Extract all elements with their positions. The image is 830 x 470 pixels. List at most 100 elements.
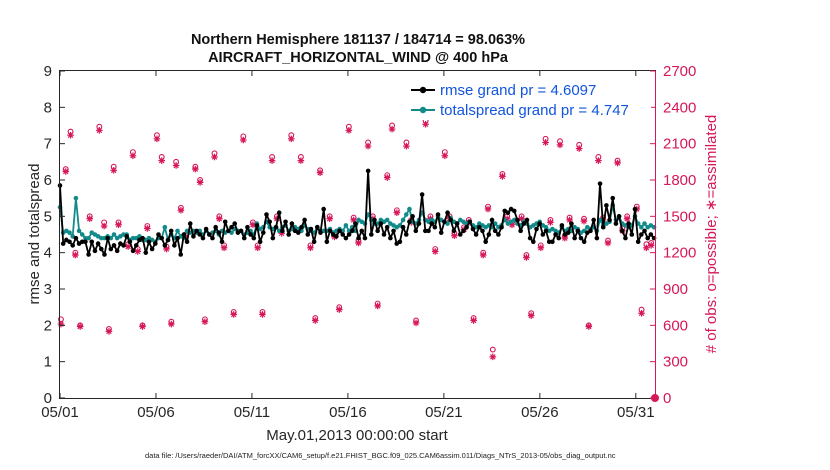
rmse-point: [546, 239, 552, 245]
rmse-point: [264, 212, 269, 217]
legend-box: [409, 76, 651, 120]
rmse-point: [467, 219, 473, 225]
rmse-point: [340, 232, 346, 237]
obs-assimilated-marker: [134, 248, 142, 255]
rmse-point: [397, 239, 403, 245]
rmse-point: [413, 228, 419, 234]
obs-assimilated-marker: [144, 225, 151, 232]
obs-possible-marker: [489, 346, 496, 353]
obs-assimilated-marker: [316, 169, 324, 177]
obs-assimilated-marker: [489, 353, 497, 361]
obs-assimilated-marker: [100, 222, 108, 230]
rmse-point: [356, 235, 361, 241]
spread-point: [642, 221, 647, 226]
y-tick-label: 0: [44, 390, 52, 407]
obs-assimilated-marker: [62, 168, 70, 175]
data-file-footer: data file: /Users/raeder/DAI/ATM_forcXX/…: [145, 451, 616, 460]
obs-assimilated-marker: [542, 139, 549, 146]
rmse-point: [156, 232, 161, 237]
rmse-point: [98, 246, 104, 252]
obs-assimilated-marker: [537, 244, 545, 252]
rmse-point: [461, 228, 466, 234]
y-tick-right-label: 300: [663, 354, 688, 371]
rmse-point: [108, 246, 114, 252]
rmse-point: [315, 224, 320, 230]
rmse-point: [226, 228, 231, 234]
rmse-point: [213, 224, 218, 230]
rmse-point: [419, 192, 425, 197]
obs-assimilated-marker: [604, 239, 612, 247]
rmse-point: [581, 239, 587, 245]
rmse-point: [594, 235, 600, 241]
obs-assimilated-marker: [355, 239, 362, 247]
rmse-point: [400, 224, 406, 230]
obs-assimilated-marker: [326, 215, 333, 223]
rmse-point: [83, 239, 88, 245]
spread-point: [83, 235, 88, 241]
obs-assimilated-marker: [307, 244, 314, 252]
rmse-point: [308, 226, 314, 232]
y-tick-label: 4: [44, 245, 52, 262]
spread-point: [276, 228, 282, 234]
obs-assimilated-marker: [364, 142, 372, 150]
rmse-point: [556, 235, 562, 241]
obs-assimilated-marker: [393, 209, 401, 216]
rmse-point: [178, 252, 184, 257]
y-tick-right-label: 2400: [663, 99, 696, 116]
rmse-point: [429, 221, 434, 226]
rmse-point: [531, 239, 536, 245]
y-axis-label-right: # of obs: o=possible; ∗=assimilated: [703, 115, 720, 354]
rmse-point: [416, 221, 422, 226]
rmse-point: [321, 206, 326, 212]
rmse-point: [283, 219, 288, 225]
rmse-point: [518, 228, 523, 234]
obs-assimilated-marker: [216, 215, 223, 223]
obs-assimilated-marker: [441, 152, 449, 160]
rmse-point: [597, 181, 603, 186]
obs-assimilated-marker: [129, 152, 137, 160]
rmse-point: [384, 224, 390, 230]
obs-assimilated-marker: [431, 248, 439, 255]
rmse-point: [162, 243, 168, 248]
rmse-point: [124, 234, 130, 239]
rmse-point: [254, 223, 260, 228]
rmse-point: [619, 228, 625, 234]
legend: rmse grand pr = 4.6097 totalspread grand…: [409, 76, 651, 120]
obs-assimilated-marker: [72, 251, 79, 259]
rmse-point: [200, 235, 206, 241]
obs-assimilated-marker: [595, 157, 602, 164]
spread-point: [400, 217, 406, 223]
obs-assimilated-marker: [335, 306, 343, 313]
spread-point: [384, 217, 390, 223]
obs-assimilated-marker: [211, 153, 218, 161]
spread-point: [67, 230, 72, 235]
rmse-point: [496, 232, 501, 237]
rmse-point: [375, 228, 380, 234]
rmse-point: [438, 230, 444, 235]
rmse-point: [140, 235, 145, 241]
rmse-point: [451, 228, 457, 234]
rmse-point: [407, 219, 412, 225]
y-tick-label: 6: [44, 172, 52, 189]
rmse-point: [403, 232, 409, 237]
rmse-point: [623, 235, 628, 241]
chart-title: Northern Hemisphere 181137 / 184714 = 98…: [191, 32, 525, 48]
rmse-point: [353, 221, 358, 226]
x-tick-label: 05/31: [617, 404, 655, 421]
rmse-point: [280, 228, 285, 234]
rmse-point: [241, 235, 247, 241]
spread-point: [108, 235, 114, 241]
rmse-point: [248, 232, 253, 237]
rmse-point: [575, 228, 581, 234]
spread-point: [543, 224, 549, 230]
obs-assimilated-marker: [192, 165, 199, 173]
rmse-point: [362, 235, 368, 241]
obs-assimilated-marker: [57, 320, 65, 328]
obs-assimilated-marker: [580, 217, 588, 225]
spread-point: [511, 217, 517, 223]
obs-assimilated-marker: [153, 135, 161, 143]
obs-assimilated-marker: [484, 205, 492, 213]
rmse-point: [121, 243, 126, 248]
rmse-point: [165, 237, 171, 243]
rmse-point: [305, 232, 311, 237]
